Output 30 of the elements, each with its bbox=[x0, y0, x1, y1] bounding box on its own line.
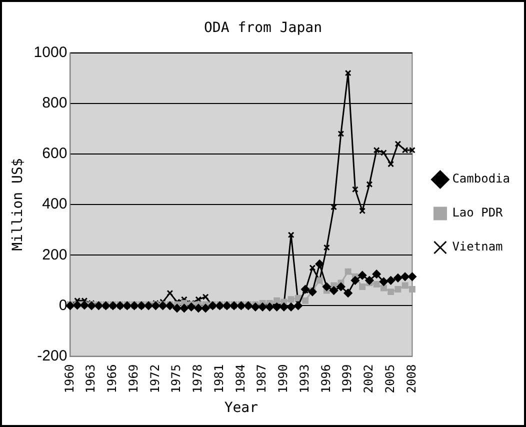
x-tick-label: 1993 bbox=[297, 364, 312, 394]
chart-title: ODA from Japan bbox=[204, 20, 322, 36]
x-tick-label: 2002 bbox=[362, 364, 376, 394]
x-tick-label: 1960 bbox=[62, 364, 76, 394]
y-tick-label: 200 bbox=[42, 246, 68, 264]
x-tick-label: 1966 bbox=[105, 364, 120, 394]
x-tick-label: 1978 bbox=[190, 364, 205, 394]
x-tick-label: 1987 bbox=[254, 364, 269, 394]
legend-label: Lao PDR bbox=[452, 206, 504, 220]
x-tick-label: 1975 bbox=[169, 364, 184, 394]
y-tick-label: 1000 bbox=[34, 44, 68, 61]
x-tick-label: 2008 bbox=[404, 364, 418, 394]
x-axis-title: Year bbox=[224, 400, 258, 416]
x-tick-label: 1969 bbox=[126, 364, 140, 394]
x-tick-label: 1999 bbox=[340, 364, 354, 394]
y-tick-label: 0 bbox=[58, 296, 68, 314]
x-tick-label: 1984 bbox=[233, 364, 248, 394]
x-tick-label: 1996 bbox=[318, 364, 333, 394]
legend-label: Cambodia bbox=[452, 172, 510, 186]
y-tick-label: 400 bbox=[42, 196, 68, 213]
x-tick-label: 2005 bbox=[382, 364, 397, 394]
legend-label: Vietnam bbox=[452, 240, 503, 254]
y-tick-label: -200 bbox=[37, 347, 68, 364]
x-tick-label: 1963 bbox=[84, 364, 98, 394]
y-tick-label: 800 bbox=[42, 94, 68, 112]
x-tick-label: 1981 bbox=[212, 364, 226, 394]
x-tick-label: 1972 bbox=[148, 364, 162, 394]
y-axis-title: Million US$ bbox=[10, 158, 26, 251]
x-tick-label: 1990 bbox=[276, 364, 290, 394]
y-tick-label: 600 bbox=[42, 145, 68, 162]
